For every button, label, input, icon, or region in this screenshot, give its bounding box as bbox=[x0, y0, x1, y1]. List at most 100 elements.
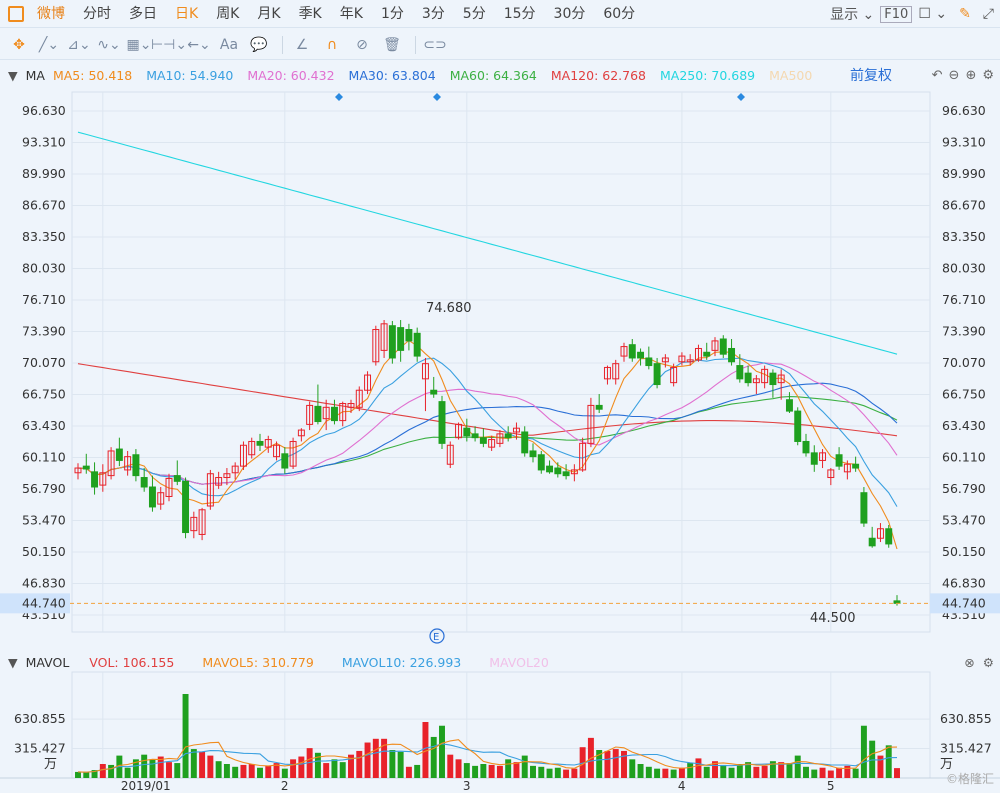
magnet-icon[interactable]: ∩ bbox=[326, 36, 338, 53]
range-icon[interactable]: ⊢⊣⌄ bbox=[150, 36, 188, 53]
candle-body bbox=[248, 440, 256, 456]
ma-tag[interactable]: MA bbox=[25, 67, 45, 83]
tab-period-8[interactable]: 3分 bbox=[421, 5, 445, 22]
pencil-icon[interactable]: ✎ bbox=[959, 6, 971, 22]
candle-body bbox=[521, 431, 529, 454]
tab-weibo[interactable]: 微博 bbox=[37, 5, 65, 22]
tab-period-11[interactable]: 30分 bbox=[553, 5, 586, 22]
polyline-icon[interactable]: ⊿⌄ bbox=[67, 36, 91, 53]
fullscreen-icon[interactable]: ⤢ bbox=[982, 6, 994, 22]
candle-body bbox=[653, 363, 661, 386]
tab-period-7[interactable]: 1分 bbox=[380, 5, 404, 22]
ma-legend-item-2[interactable]: MA20: 60.432 bbox=[247, 67, 335, 83]
hide-icon[interactable]: ⊘ bbox=[356, 36, 368, 53]
tab-period-5[interactable]: 季K bbox=[298, 5, 322, 22]
undo-icon[interactable]: ↶ bbox=[931, 67, 943, 83]
tab-period-1[interactable]: 多日 bbox=[129, 5, 157, 22]
tab-period-3[interactable]: 周K bbox=[216, 5, 240, 22]
price-tick-left: 66.750 bbox=[22, 387, 66, 402]
adjust-mode-button[interactable]: 前复权 bbox=[850, 68, 892, 84]
collapse-icon[interactable]: ▼ bbox=[8, 654, 18, 670]
volume-bar bbox=[439, 725, 445, 778]
tab-period-6[interactable]: 年K bbox=[339, 5, 363, 22]
toolbar-divider bbox=[282, 35, 283, 54]
candle-body bbox=[686, 359, 694, 363]
ma-legend-item-7[interactable]: MA500 bbox=[769, 67, 813, 83]
tab-period-4[interactable]: 月K bbox=[257, 5, 281, 22]
candle-body bbox=[446, 444, 454, 465]
link-icon[interactable]: ⊂⊃ bbox=[423, 36, 447, 53]
candle-body bbox=[612, 363, 620, 380]
tab-period-10[interactable]: 15分 bbox=[503, 5, 536, 22]
arrow-icon[interactable]: ←⌄ bbox=[187, 36, 211, 53]
volume-bar bbox=[223, 764, 230, 778]
tab-period-0[interactable]: 分时 bbox=[83, 5, 111, 22]
candle-body bbox=[339, 403, 347, 422]
layout-menu-button[interactable]: ☐ ⌄ bbox=[912, 6, 953, 22]
text-icon[interactable]: Aa bbox=[219, 36, 239, 53]
volume-bar bbox=[356, 750, 363, 778]
price-tick-right: 96.630 bbox=[942, 103, 986, 118]
f10-button[interactable]: F10 bbox=[880, 5, 913, 23]
angle-icon[interactable]: ∠ bbox=[295, 36, 309, 53]
price-tick-left: 80.030 bbox=[22, 261, 66, 276]
ma250-line bbox=[77, 131, 898, 355]
price-tick-right: 86.670 bbox=[942, 198, 986, 213]
move-icon[interactable]: ✥ bbox=[13, 36, 25, 53]
tab-period-12[interactable]: 60分 bbox=[603, 5, 636, 22]
volume-bar bbox=[314, 752, 321, 778]
candle-body bbox=[488, 439, 496, 448]
candle-body bbox=[347, 403, 355, 408]
watermark: ©格隆汇 bbox=[945, 772, 994, 786]
ma-legend-item-1[interactable]: MA10: 54.940 bbox=[146, 67, 234, 83]
candle-body bbox=[148, 486, 156, 508]
tab-period-2[interactable]: 日K bbox=[175, 5, 199, 22]
trash-icon[interactable]: 🗑 bbox=[383, 36, 401, 53]
wave-icon[interactable]: ∿⌄ bbox=[97, 36, 121, 53]
candle-body bbox=[430, 389, 438, 395]
collapse-icon[interactable]: ▼ bbox=[8, 67, 18, 83]
line-icon[interactable]: ╱⌄ bbox=[38, 36, 60, 53]
candle-body bbox=[595, 404, 603, 410]
candle-body bbox=[794, 410, 802, 442]
gear-icon[interactable]: ⚙ bbox=[982, 67, 994, 83]
ma-legend-item-3[interactable]: MA30: 63.804 bbox=[348, 67, 436, 83]
mavol-tag[interactable]: MAVOL bbox=[25, 654, 70, 670]
minus-icon[interactable]: ⊖ bbox=[948, 67, 960, 83]
volume-bar bbox=[612, 749, 619, 778]
candle-body bbox=[752, 378, 760, 384]
ma-legend-item-4[interactable]: MA60: 64.364 bbox=[449, 67, 537, 83]
price-tick-right: 76.710 bbox=[942, 292, 986, 307]
candle-body bbox=[413, 332, 421, 357]
volume-bar bbox=[645, 766, 652, 778]
ma120-line bbox=[77, 363, 898, 437]
vol-legend-item-3[interactable]: MAVOL20 bbox=[489, 654, 549, 670]
x-tick-label: 2019/01 bbox=[121, 779, 171, 793]
gear-icon[interactable]: ⚙ bbox=[982, 654, 994, 670]
ma-legend-item-0[interactable]: MA5: 50.418 bbox=[52, 67, 133, 83]
x-tick-label: 4 bbox=[678, 779, 686, 793]
volume-bar bbox=[745, 762, 752, 778]
candle-body bbox=[554, 467, 562, 475]
tab-period-9[interactable]: 5分 bbox=[462, 5, 486, 22]
candle-body bbox=[182, 480, 190, 534]
plus-icon[interactable]: ⊕ bbox=[965, 67, 977, 83]
ma-legend-item-5[interactable]: MA120: 62.768 bbox=[550, 67, 646, 83]
ma-legend-item-6[interactable]: MA250: 70.689 bbox=[660, 67, 756, 83]
volume-bar bbox=[290, 759, 297, 778]
candle-body bbox=[819, 452, 827, 461]
close-icon[interactable]: ⊗ bbox=[964, 654, 975, 670]
vol-legend-item-1[interactable]: MAVOL5: 310.779 bbox=[202, 654, 314, 670]
grid-tool-icon[interactable]: ▦⌄ bbox=[126, 36, 152, 53]
volume-bar bbox=[794, 755, 801, 778]
volume-bar bbox=[885, 745, 892, 778]
comment-icon[interactable]: 💬 bbox=[250, 36, 268, 53]
volume-bar bbox=[538, 766, 545, 778]
volume-bar bbox=[703, 766, 710, 778]
display-menu-button[interactable]: 显示 ⌄ bbox=[830, 7, 875, 23]
vol-legend-item-2[interactable]: MAVOL10: 226.993 bbox=[341, 654, 462, 670]
chevron-down-icon: ⌄ bbox=[935, 6, 948, 22]
volume-bar bbox=[166, 762, 172, 778]
vol-legend-item-0[interactable]: VOL: 106.155 bbox=[89, 654, 175, 670]
